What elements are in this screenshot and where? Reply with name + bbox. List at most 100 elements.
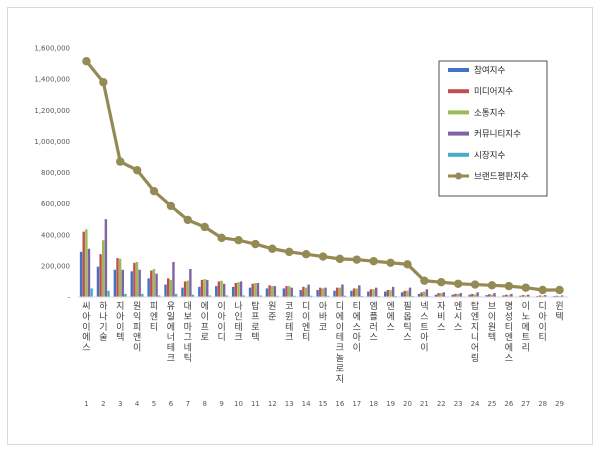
bar-3-12 (270, 286, 274, 297)
bar-4-25 (493, 293, 496, 297)
bar-1-6 (164, 284, 167, 297)
bar-1-19 (383, 291, 387, 297)
bar-4-3 (121, 269, 124, 297)
line-point (285, 247, 294, 257)
bar-3-24 (473, 294, 477, 297)
bar-4-12 (273, 286, 277, 297)
bar-3-20 (406, 290, 409, 297)
line-point (453, 279, 463, 288)
legend-label: 시장지수 (474, 150, 505, 161)
line-point (301, 250, 311, 259)
bar-2-12 (268, 285, 271, 297)
y-tick-label: - (67, 294, 70, 302)
category-number: 1 (84, 400, 88, 408)
bar-3-27 (524, 295, 527, 297)
bar-series-group (79, 219, 566, 297)
bar-1-4 (130, 271, 133, 297)
bar-2-23 (454, 293, 457, 297)
bar-2-15 (319, 287, 322, 297)
bar-5-5 (157, 295, 161, 297)
line-point (555, 285, 564, 295)
bar-2-27 (521, 295, 525, 297)
line-point (403, 260, 412, 269)
bar-2-5 (150, 270, 153, 297)
bar-1-5 (147, 278, 150, 297)
bar-5-16 (343, 295, 347, 297)
bar-1-13 (282, 288, 286, 297)
bar-2-18 (369, 289, 373, 297)
bar-5-2 (107, 290, 110, 297)
legend-label: 브랜드평판지수 (474, 171, 529, 182)
bar-3-16 (338, 287, 342, 297)
bar-4-26 (510, 293, 513, 297)
y-tick-label: 200,000 (41, 262, 70, 270)
category-number: 13 (285, 400, 294, 408)
line-point (538, 285, 547, 295)
line-point (386, 258, 395, 267)
category-number: 17 (352, 400, 361, 408)
y-tick-label: 1,600,000 (34, 45, 70, 53)
category-number: 28 (538, 400, 547, 408)
legend-marker (455, 172, 462, 180)
category-number: 12 (268, 400, 277, 408)
bar-3-23 (456, 293, 460, 297)
bar-1-8 (198, 286, 201, 297)
bar-3-26 (507, 295, 510, 297)
bar-3-15 (321, 288, 325, 297)
bar-1-11 (248, 287, 252, 297)
bar-4-1 (87, 248, 91, 297)
category-number: 21 (420, 400, 429, 408)
line-point (166, 201, 176, 211)
bar-4-16 (341, 284, 344, 297)
category-number: 4 (135, 400, 140, 408)
line-point (318, 252, 328, 261)
bar-2-6 (166, 278, 170, 297)
bar-1-24 (468, 294, 471, 297)
bar-3-19 (389, 289, 392, 297)
y-tick-label: 400,000 (41, 231, 70, 239)
line-point (352, 255, 361, 264)
bar-3-22 (439, 293, 443, 297)
category-number: 14 (302, 400, 311, 408)
bar-1-17 (350, 290, 353, 297)
bar-2-22 (437, 293, 440, 297)
category-number: 23 (454, 400, 463, 408)
bar-3-1 (85, 229, 88, 297)
bar-4-2 (104, 219, 108, 297)
category-number: 2 (101, 400, 105, 408)
bar-4-5 (155, 273, 158, 297)
line-point (116, 157, 125, 166)
bar-4-17 (358, 285, 361, 297)
legend-label: 소통지수 (474, 108, 505, 118)
legend-swatch (448, 131, 469, 136)
bar-3-4 (135, 261, 139, 297)
bar-3-3 (118, 258, 122, 297)
bar-1-22 (434, 294, 438, 297)
category-number: 27 (521, 400, 530, 408)
bar-3-6 (169, 279, 173, 297)
bar-1-9 (215, 286, 218, 297)
bar-2-28 (538, 295, 542, 297)
bar-4-29 (560, 295, 564, 297)
bar-5-6 (174, 293, 178, 297)
chart-frame: - 200,000 400,000 600,000 800,000 1,000,000 1,… (7, 7, 593, 445)
bar-3-10 (237, 282, 240, 297)
bar-1-16 (333, 290, 336, 297)
bar-1-10 (231, 286, 235, 297)
bar-5-9 (225, 295, 228, 297)
bar-4-4 (138, 269, 141, 297)
category-number: 7 (186, 400, 190, 408)
category-number: 16 (335, 400, 344, 408)
